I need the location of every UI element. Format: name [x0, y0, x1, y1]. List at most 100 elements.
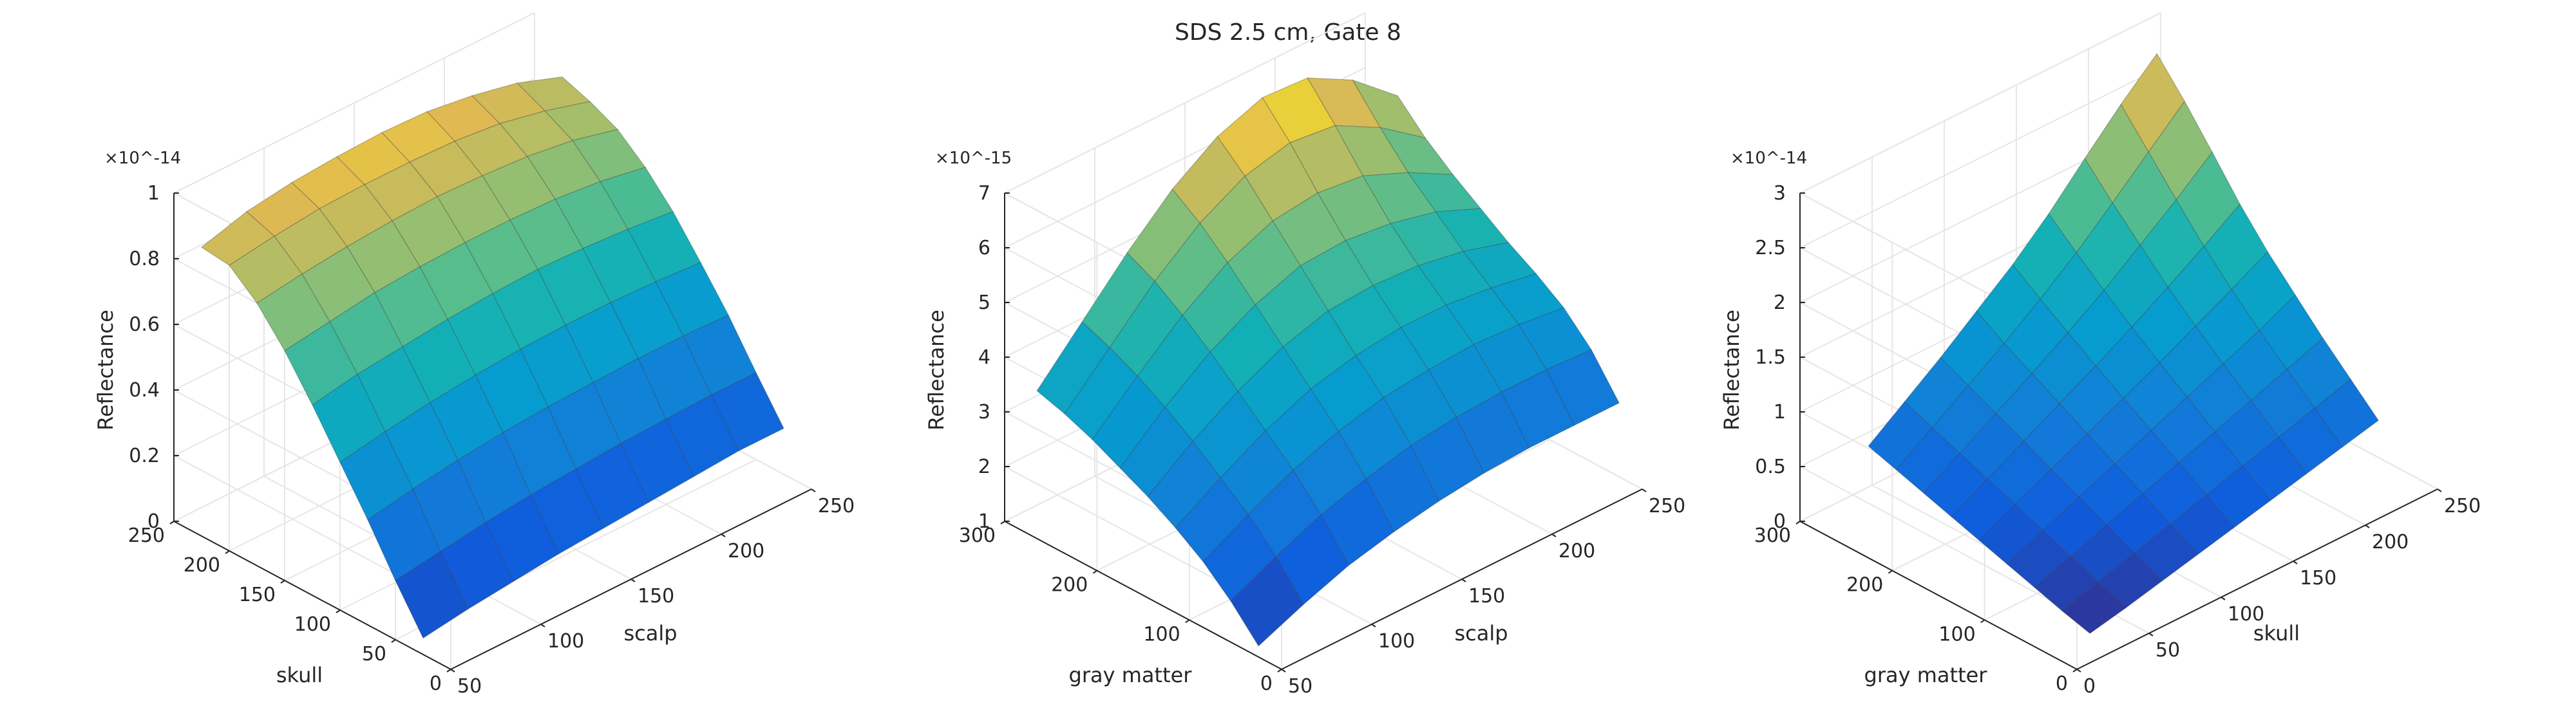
surface-facet [1126, 189, 1200, 283]
surface-facet [1036, 321, 1110, 414]
x-tick-label: 150 [2300, 567, 2336, 589]
surface-facet [1227, 220, 1301, 306]
surface-facet [1247, 469, 1321, 558]
surface-facet [1175, 477, 1249, 562]
y-tick-label: 100 [1143, 623, 1180, 645]
surface-facet [200, 211, 275, 266]
x-tick-label: 0 [2083, 675, 2096, 698]
surface-facet [1220, 430, 1294, 515]
z-exponent-label: ×10^-14 [1730, 149, 1807, 168]
x-tick-label: 200 [728, 540, 764, 562]
surface-facet [1209, 304, 1283, 393]
surface-facet [1199, 175, 1273, 264]
x-tick-label: 150 [638, 585, 674, 608]
z-tick-label: 0.8 [129, 248, 160, 270]
x-tick-label: 100 [1378, 630, 1415, 653]
tick-labels: 5010015020025005010015020025000.20.40.60… [128, 182, 855, 698]
z-tick-label: 4 [978, 346, 990, 369]
z-tick-label: 2 [978, 456, 990, 478]
x-tick-label: 50 [1288, 675, 1312, 698]
y-tick-label: 300 [959, 524, 996, 547]
z-tick-label: 0.6 [129, 313, 160, 336]
surface-facet [1182, 262, 1256, 353]
z-tick-label: 0 [147, 510, 160, 533]
surface-facet [2006, 530, 2072, 588]
x-axis-label: scalp [623, 621, 677, 645]
y-axis-label: gray matter [1069, 663, 1193, 687]
surface-facet [1244, 142, 1318, 222]
surface [1036, 77, 1620, 647]
y-axis-label: skull [276, 663, 323, 687]
surface-facet [2061, 581, 2127, 635]
y-tick-label: 0 [430, 673, 442, 695]
y-axis-line [173, 521, 451, 670]
surface-facet [1202, 514, 1276, 602]
surface-facet [1109, 281, 1183, 377]
surface-facet [1192, 391, 1266, 479]
surface [1868, 53, 2380, 635]
y-tick-label: 250 [128, 524, 165, 547]
surface-facet [1951, 478, 2016, 541]
z-axis-label: Reflectance [1719, 310, 1744, 431]
surface-facet [1230, 556, 1304, 647]
z-axis-label: Reflectance [93, 310, 118, 431]
surface-facet [1237, 346, 1311, 432]
x-axis-label: skull [2253, 621, 2300, 645]
y-axis-label: gray matter [1864, 663, 1988, 687]
z-tick-label: 0.4 [129, 379, 160, 402]
z-tick-label: 1 [1774, 401, 1786, 423]
surface-facet [1171, 136, 1245, 224]
z-tick-label: 2 [1774, 292, 1786, 314]
z-tick-label: 1.5 [1755, 346, 1786, 369]
surface-facet [1164, 351, 1238, 442]
z-tick-label: 1 [978, 510, 990, 533]
z-tick-label: 1 [147, 182, 160, 205]
surface-facet [1119, 406, 1193, 497]
x-tick-label: 150 [1468, 585, 1505, 608]
x-tick-label: 50 [2155, 639, 2180, 662]
x-tick-label: 250 [818, 495, 855, 517]
y-axis-line [1004, 521, 1282, 670]
y-tick-label: 200 [184, 554, 220, 577]
z-exponent-label: ×10^-15 [935, 149, 1012, 168]
y-tick-label: 200 [1846, 574, 1883, 597]
surface-facet [1868, 401, 1933, 470]
y-tick-label: 100 [294, 613, 331, 636]
y-tick-label: 200 [1051, 574, 1088, 597]
y-tick-label: 50 [362, 643, 386, 665]
x-tick-label: 200 [2372, 531, 2409, 553]
surface-facet [1137, 314, 1211, 408]
z-tick-label: 2.5 [1755, 237, 1786, 259]
surface [200, 76, 784, 639]
y-tick-label: 100 [1938, 623, 1975, 645]
x-tick-label: 100 [2228, 603, 2264, 626]
y-tick-label: 150 [239, 584, 276, 606]
y-tick-label: 0 [2056, 673, 2068, 695]
surface-facet [1081, 252, 1155, 349]
surface-facet [395, 551, 469, 639]
z-tick-label: 0 [1774, 510, 1786, 533]
x-tick-label: 250 [1649, 495, 1685, 517]
surface-facet [1217, 97, 1291, 177]
surface-facet [1978, 504, 2044, 565]
surface-facet [1923, 452, 1989, 517]
x-tick-label: 100 [547, 630, 584, 653]
surface-facet [256, 273, 330, 351]
z-tick-label: 0.2 [129, 445, 160, 467]
surface-facet [655, 262, 729, 337]
surface-facet [1255, 265, 1329, 348]
surface-facet [1895, 427, 1961, 494]
surface-facet [1307, 77, 1381, 128]
surface-facet [1064, 347, 1138, 441]
z-tick-label: 5 [978, 292, 990, 314]
z-tick-label: 7 [978, 182, 990, 205]
z-axis-label: Reflectance [924, 310, 949, 431]
x-axis-label: scalp [1454, 621, 1508, 645]
surface-facet [710, 372, 784, 452]
surface-facet [1275, 514, 1349, 606]
surface-facet [246, 181, 320, 237]
